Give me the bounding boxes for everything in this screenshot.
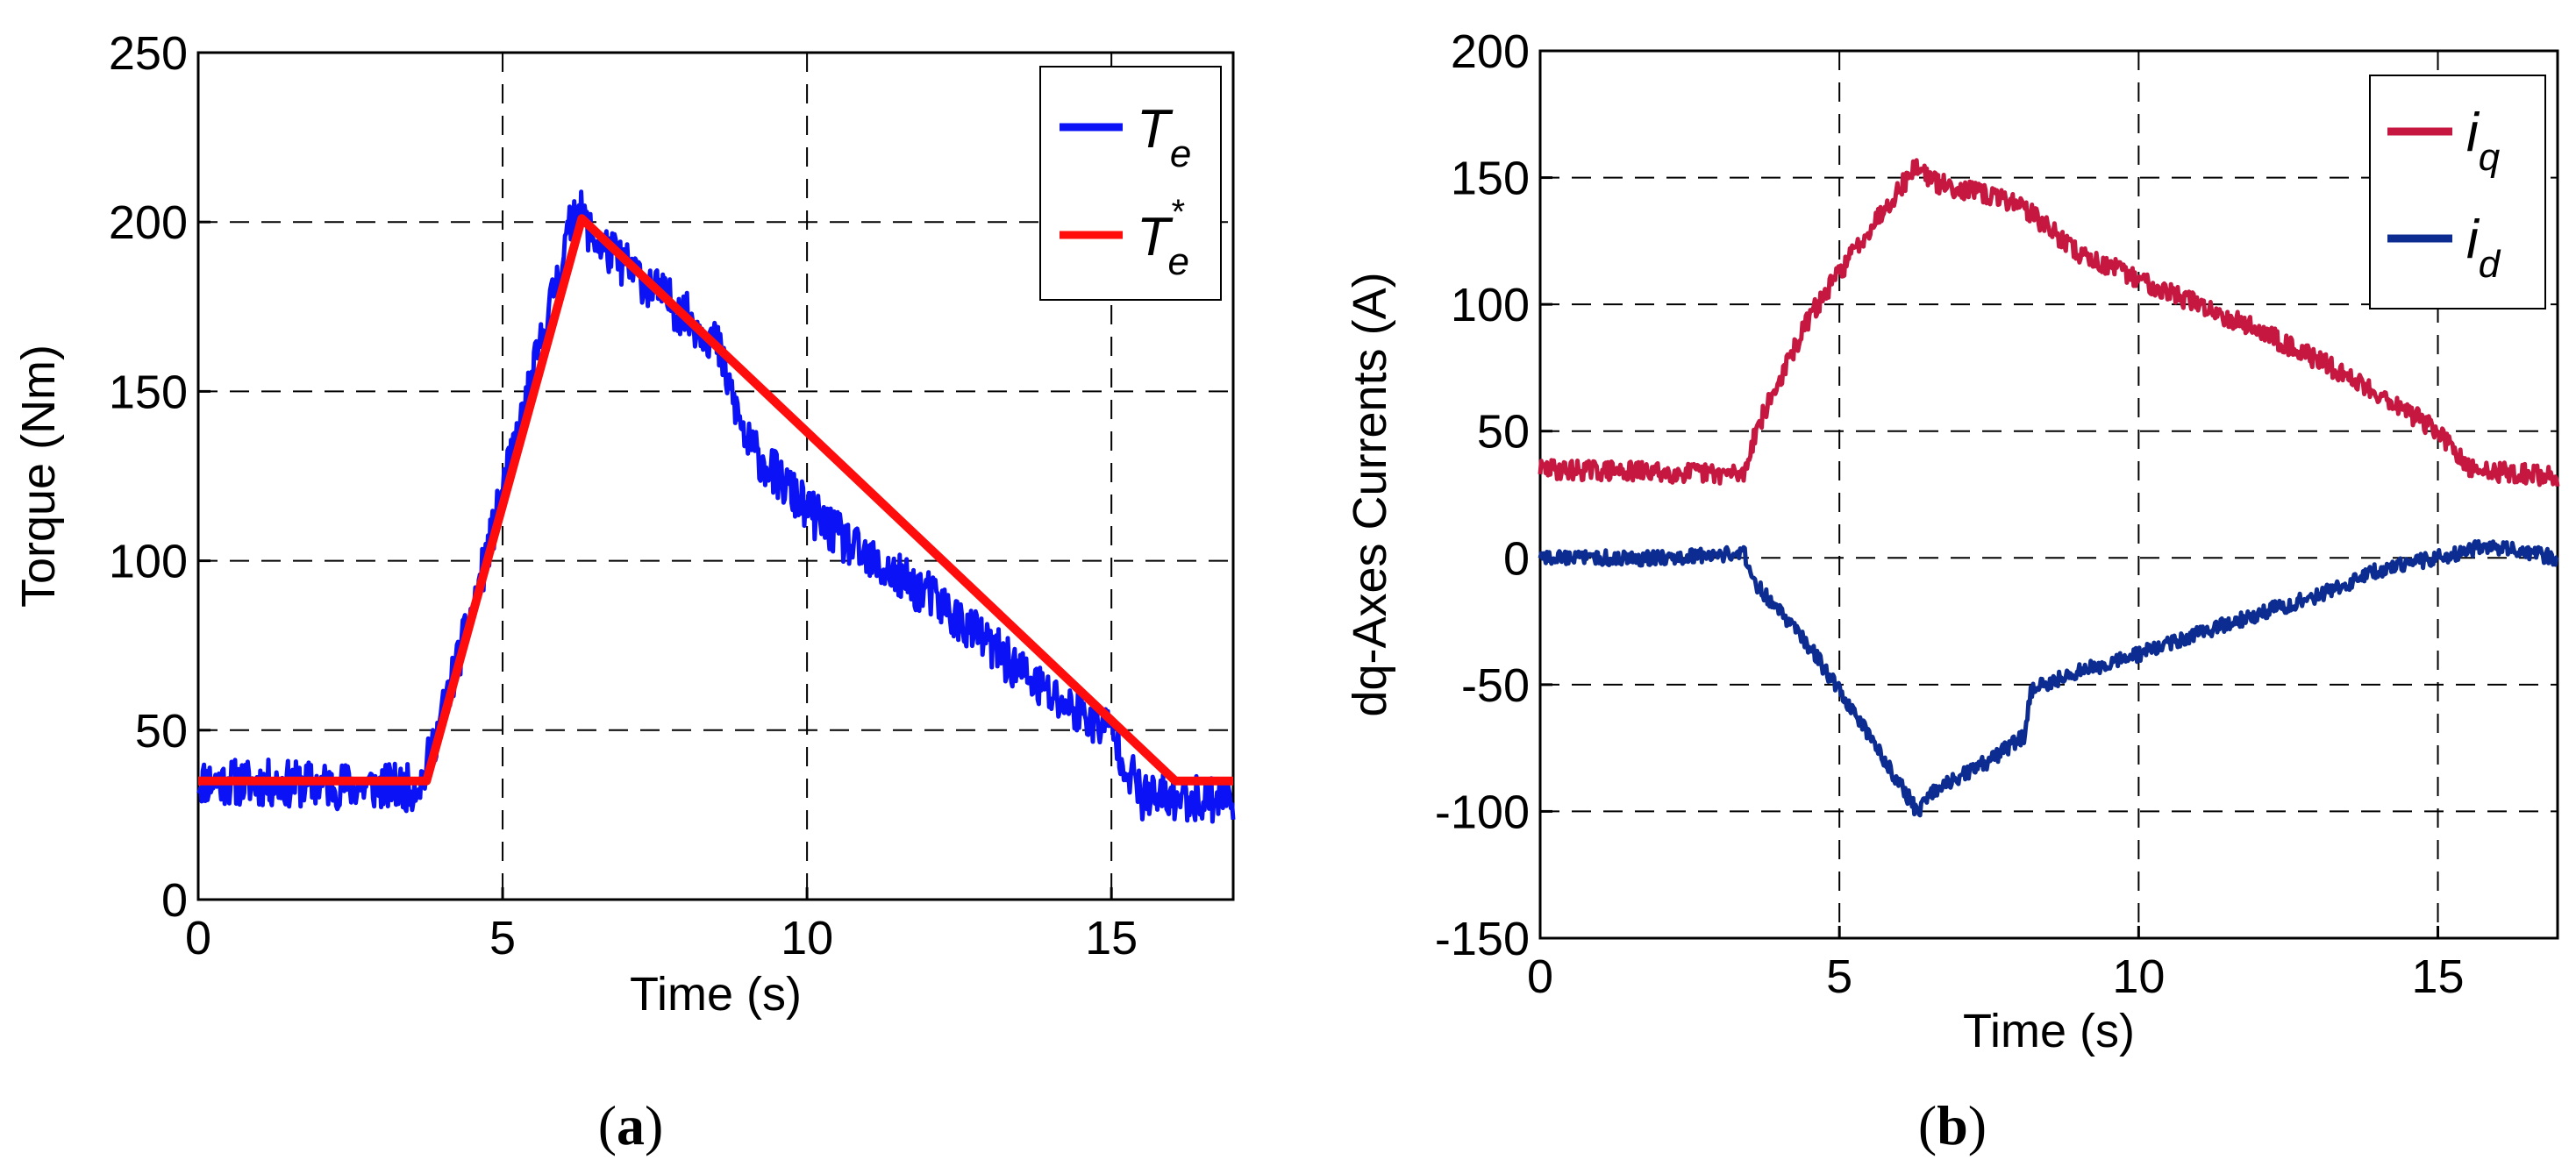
plot-frame-b (1538, 49, 2559, 940)
x-axis-label-b: Time (s) (1963, 1005, 2135, 1057)
x-tick-label: 15 (1085, 912, 1138, 964)
y-tick-label: 0 (161, 874, 188, 927)
y-axis-label-a: Torque (Nm) (12, 345, 65, 608)
y-tick-label: 100 (1451, 279, 1530, 331)
legend-entry-iq: iq (2387, 103, 2501, 179)
legend-box-b (2369, 75, 2546, 310)
series-layer-b (1538, 158, 2560, 818)
y-tick-label: 50 (1477, 406, 1530, 459)
series-line-t-e- (198, 214, 1233, 786)
legend-box-a (1039, 66, 1222, 301)
legend-entry-te: Te (1060, 99, 1191, 175)
x-tick-label: 15 (2411, 950, 2464, 1003)
legend-label-te-ref: T* e (1137, 193, 1189, 283)
legend-b: iq id (2369, 75, 2546, 310)
tick-marks-a (196, 51, 1113, 901)
legend-label-te: Te (1137, 99, 1191, 175)
legend-entry-id: id (2387, 210, 2501, 286)
x-tick-label: 5 (489, 912, 516, 964)
legend-label-iq: iq (2466, 103, 2501, 179)
y-tick-label: 200 (109, 196, 188, 249)
x-tick-label: 10 (2112, 950, 2165, 1003)
y-tick-label: 250 (109, 27, 188, 80)
series-line-t-e (196, 189, 1236, 824)
y-tick-label: -150 (1435, 913, 1530, 965)
panel-caption-b: (b) (1918, 1094, 1987, 1156)
series-layer-a (196, 189, 1236, 824)
x-tick-label: 0 (1527, 950, 1553, 1003)
y-tick-label: 150 (1451, 153, 1530, 205)
plot-frame-a (196, 51, 1235, 901)
x-tick-label: 10 (781, 912, 833, 964)
legend-entry-te-ref: T* e (1060, 193, 1189, 283)
series-line-i-d (1538, 538, 2559, 818)
y-axis-label-b: dq-Axes Currents (A) (1344, 272, 1396, 716)
legend-a: Te T* e (1039, 66, 1222, 301)
series-line-i-q (1538, 158, 2560, 487)
chart-panel-b: 0 5 10 15 -150 -100 -50 0 50 100 150 200 Time (s) d… (1344, 25, 2560, 1156)
tick-labels-b: 0 5 10 15 -150 -100 -50 0 50 100 150 200 (1435, 25, 2465, 1003)
y-tick-label: 50 (135, 705, 188, 758)
y-tick-label: -50 (1461, 659, 1530, 712)
x-tick-label: 0 (185, 912, 211, 964)
y-tick-label: 100 (109, 536, 188, 588)
y-tick-label: 0 (1503, 532, 1530, 585)
panel-caption-a: (a) (598, 1094, 664, 1156)
y-tick-label: 200 (1451, 25, 1530, 78)
y-tick-label: -100 (1435, 786, 1530, 838)
tick-marks-b (1538, 49, 2440, 940)
x-tick-label: 5 (1826, 950, 1852, 1003)
y-tick-label: 150 (109, 366, 188, 418)
x-axis-label-a: Time (s) (630, 968, 802, 1021)
legend-label-id: id (2466, 210, 2501, 286)
